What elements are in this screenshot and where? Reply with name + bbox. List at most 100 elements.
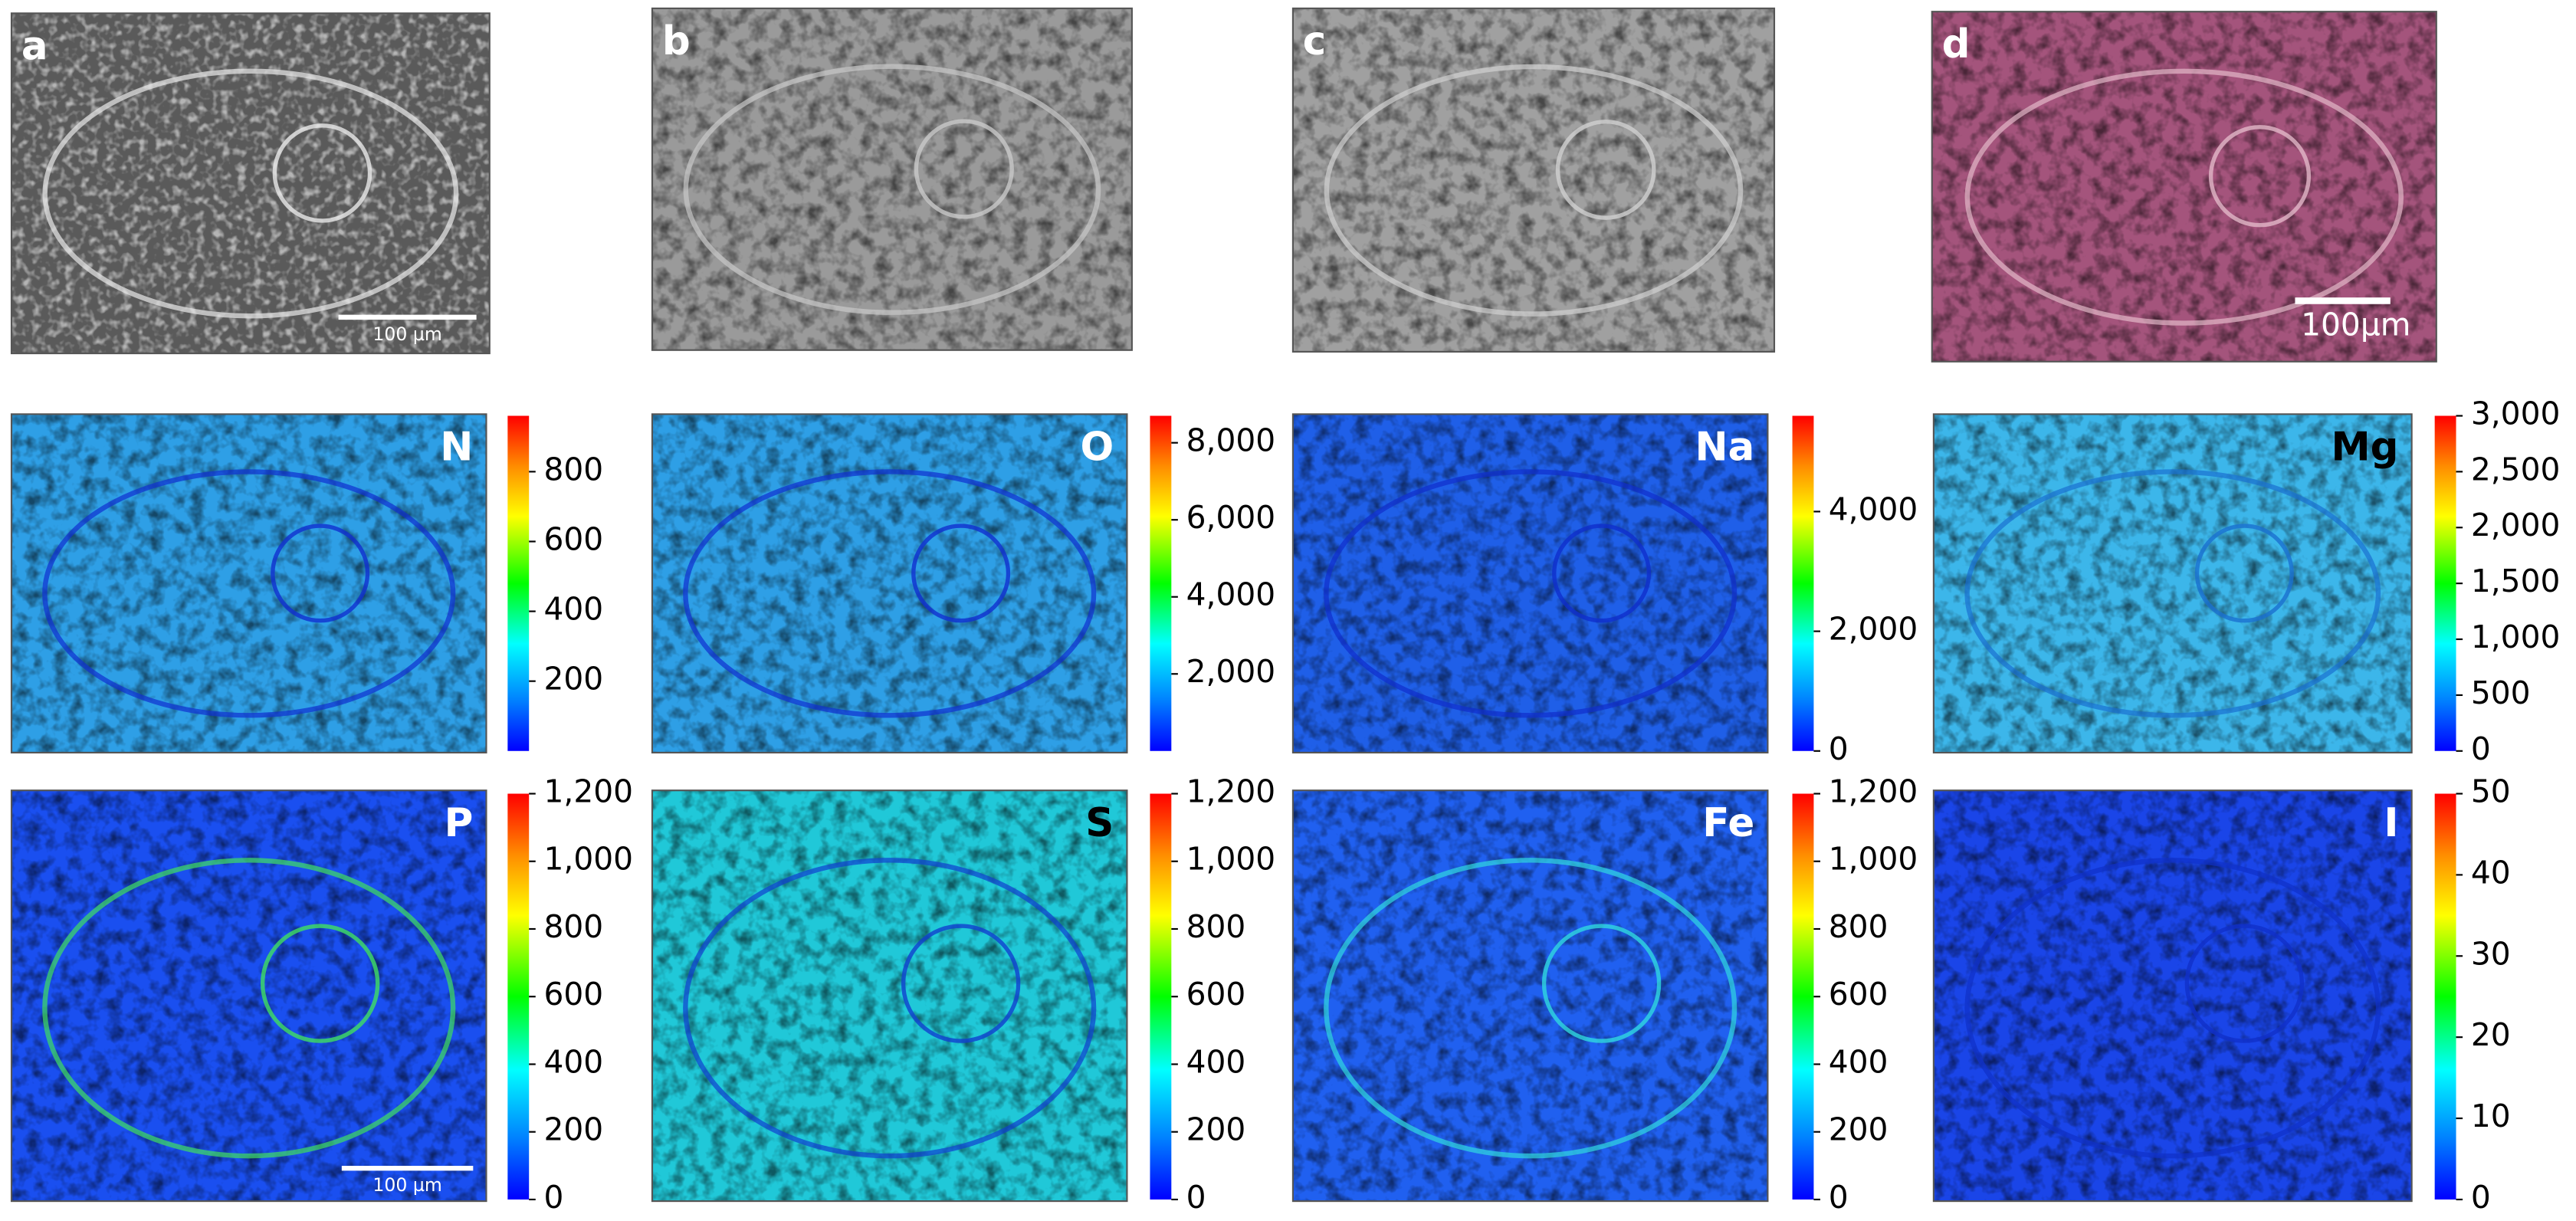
colorbar-tick-label: 400 <box>1186 1043 1246 1080</box>
colorbar-tick-label: 0 <box>1829 1179 1849 1216</box>
nucleus-outline <box>260 924 380 1043</box>
colorbar-tick-label: 800 <box>543 451 603 487</box>
image-texture <box>1292 8 1774 352</box>
nucleus-outline <box>914 119 1014 219</box>
image-texture <box>11 13 490 354</box>
nucleus-outline <box>2208 125 2312 228</box>
element-map <box>651 789 1128 1203</box>
colorbar <box>507 415 530 751</box>
colorbar-tick-label: 200 <box>543 1111 603 1148</box>
image-texture <box>651 790 1127 1202</box>
image-texture <box>651 8 1132 350</box>
tissue-outline <box>42 858 456 1159</box>
image-border <box>1932 413 2413 753</box>
colorbar <box>507 793 530 1200</box>
image-texture <box>1292 790 1768 1202</box>
image-texture <box>11 790 487 1202</box>
tissue-outline <box>42 68 459 319</box>
colorbar-tick-label: 1,000 <box>2471 619 2561 655</box>
tissue-outline <box>683 858 1097 1159</box>
colorbar-tick-label: 30 <box>2471 935 2511 972</box>
image-texture <box>651 414 1127 753</box>
tissue-outline <box>1964 469 2381 718</box>
colorbar <box>2434 793 2456 1200</box>
element-map <box>1291 413 1769 753</box>
colorbar-tick-label: 4,000 <box>1829 491 1918 527</box>
tissue-outline <box>683 469 1097 718</box>
image-border <box>10 12 491 355</box>
micrograph <box>10 12 491 355</box>
element-label: P <box>445 800 474 846</box>
colorbar-tick-label: 600 <box>543 520 603 557</box>
panel-label: b <box>662 18 691 64</box>
nucleus-outline <box>1555 120 1656 220</box>
colorbar-tick-label: 0 <box>1829 730 1849 767</box>
element-map <box>651 413 1128 753</box>
colorbar-tick-label: 2,500 <box>2471 451 2561 487</box>
colorbar <box>1150 415 1172 751</box>
colorbar-tick-label: 800 <box>543 908 603 945</box>
colorbar-tick-label: 1,000 <box>543 841 633 878</box>
element-label: Mg <box>2331 424 2398 470</box>
image-border <box>651 789 1128 1203</box>
colorbar-tick-label: 10 <box>2471 1098 2511 1134</box>
element-label: N <box>440 424 473 470</box>
colorbar-tick-label: 2,000 <box>1829 611 1918 648</box>
nucleus-outline <box>2184 924 2305 1043</box>
colorbar-tick-label: 1,000 <box>1829 841 1918 878</box>
colorbar-tick-label: 2,000 <box>1186 653 1276 690</box>
colorbar-tick-label: 200 <box>1829 1111 1889 1148</box>
colorbar-tick-label: 1,000 <box>1186 841 1276 878</box>
tissue-outline <box>1964 858 2381 1159</box>
colorbar-tick-label: 400 <box>543 591 603 628</box>
nucleus-outline <box>911 524 1011 623</box>
tissue-outline <box>42 469 456 718</box>
nucleus-outline <box>1541 924 1662 1043</box>
colorbar-tick-label: 50 <box>2471 773 2511 809</box>
nucleus-outline <box>2194 524 2294 623</box>
panel-label: a <box>21 23 48 69</box>
colorbar-tick-label: 600 <box>1829 976 1889 1013</box>
colorbar-tick-label: 800 <box>1829 908 1889 945</box>
element-map <box>1932 789 2413 1203</box>
colorbar-tick-label: 1,200 <box>1829 773 1918 809</box>
image-border <box>1931 11 2437 363</box>
colorbar-tick-label: 20 <box>2471 1016 2511 1053</box>
scale-bar-label: 100µm <box>2301 306 2410 343</box>
colorbar-tick-label: 0 <box>2471 730 2491 767</box>
colorbar-tick-label: 2,000 <box>2471 507 2561 543</box>
scale-bar-label: 100 µm <box>372 1174 441 1196</box>
colorbar-tick-label: 0 <box>543 1179 563 1216</box>
colorbar-tick-label: 8,000 <box>1186 422 1276 459</box>
image-texture <box>1933 790 2412 1202</box>
tissue-outline <box>1324 469 1738 718</box>
colorbar-tick-label: 4,000 <box>1186 576 1276 613</box>
nucleus-outline <box>1552 524 1652 623</box>
element-map <box>1291 789 1769 1203</box>
colorbar-tick-label: 1,500 <box>2471 563 2561 599</box>
panel-label: d <box>1942 21 1971 67</box>
image-border <box>1291 789 1769 1203</box>
element-label: I <box>2384 800 2398 846</box>
image-border <box>10 789 487 1203</box>
image-border <box>1291 7 1776 353</box>
panel-label: c <box>1303 18 1327 64</box>
micrograph <box>1291 7 1776 353</box>
tissue-outline <box>1964 68 2404 326</box>
element-map <box>1932 413 2413 753</box>
colorbar-tick-label: 600 <box>543 976 603 1013</box>
nucleus-outline <box>271 524 370 623</box>
colorbar-tick-label: 200 <box>1186 1111 1246 1148</box>
colorbar-tick-label: 600 <box>1186 976 1246 1013</box>
colorbar <box>1792 793 1814 1200</box>
colorbar-tick-label: 800 <box>1186 908 1246 945</box>
colorbar-tick-label: 6,000 <box>1186 499 1276 536</box>
element-label: Na <box>1695 424 1754 470</box>
image-border <box>651 7 1133 351</box>
nucleus-outline <box>901 924 1021 1043</box>
colorbar-tick-label: 1,200 <box>543 773 633 809</box>
colorbar <box>2434 415 2456 751</box>
colorbar-tick-label: 40 <box>2471 854 2511 891</box>
scale-bar-label: 100 µm <box>372 323 441 345</box>
